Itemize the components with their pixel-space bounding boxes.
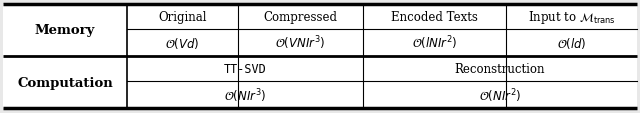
- Text: Reconstruction: Reconstruction: [454, 62, 545, 75]
- Text: $\mathcal{O}(VNIr^3)$: $\mathcal{O}(VNIr^3)$: [275, 34, 326, 52]
- Text: Compressed: Compressed: [264, 11, 337, 23]
- Text: $\mathcal{O}(lNIr^2)$: $\mathcal{O}(lNIr^2)$: [412, 34, 457, 52]
- Text: $\mathcal{O}(Vd)$: $\mathcal{O}(Vd)$: [165, 36, 200, 50]
- Text: $\mathcal{O}(NIr^3)$: $\mathcal{O}(NIr^3)$: [223, 86, 266, 104]
- Text: TT-SVD: TT-SVD: [223, 62, 266, 75]
- Text: Memory: Memory: [35, 24, 95, 37]
- Text: $\mathcal{O}(ld)$: $\mathcal{O}(ld)$: [557, 36, 586, 50]
- Text: $\mathcal{O}(NIr^2)$: $\mathcal{O}(NIr^2)$: [479, 86, 521, 104]
- Text: Computation: Computation: [17, 76, 113, 89]
- Text: Original: Original: [158, 11, 207, 23]
- Text: Input to $\mathcal{M}_{\mathrm{trans}}$: Input to $\mathcal{M}_{\mathrm{trans}}$: [527, 9, 616, 25]
- Text: Encoded Texts: Encoded Texts: [391, 11, 478, 23]
